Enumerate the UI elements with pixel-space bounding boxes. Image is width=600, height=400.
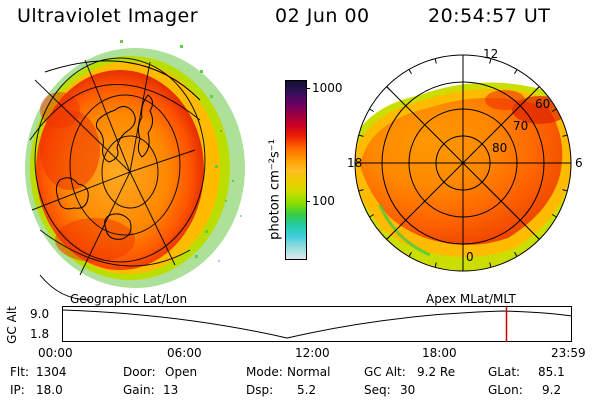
- gain-key: Gain:: [123, 383, 155, 397]
- gain-value: 13: [163, 383, 179, 397]
- mlt-18-label: 18: [347, 156, 363, 170]
- glat-value: 85.1: [538, 365, 565, 379]
- altitude-ylabel: GC Alt: [5, 306, 19, 344]
- door-key: Door:: [123, 365, 156, 379]
- flt-key: Flt:: [10, 365, 29, 379]
- rim-tick: [408, 251, 412, 257]
- colorbar-tick-100-label: 100: [312, 194, 335, 208]
- rim-tick: [408, 69, 412, 75]
- apex-label: Apex MLat/MLT: [426, 292, 516, 306]
- colorbar-tick-1000: [306, 88, 310, 89]
- lat-60-label: 60: [535, 97, 551, 111]
- rim-tick: [514, 69, 518, 75]
- date-label: 02 Jun 00: [275, 5, 370, 27]
- rim-tick: [551, 214, 557, 218]
- colorbar-unit-label: photon cm⁻²s⁻¹: [267, 139, 283, 240]
- rim-tick: [386, 86, 391, 91]
- flt-value: 1304: [36, 365, 67, 379]
- geographic-label: Geographic Lat/Lon: [70, 292, 188, 306]
- apex-polar-image: [354, 54, 572, 272]
- altitude-plot: [62, 306, 572, 342]
- rim-tick: [369, 108, 375, 112]
- door-value: Open: [165, 365, 198, 379]
- gcalt-value: 9.2 Re: [417, 365, 456, 379]
- alt-tick-1-8: 1.8: [30, 327, 50, 341]
- rim-tick: [535, 235, 540, 240]
- mlt-6-label: 6: [575, 156, 583, 170]
- rim-tick: [369, 214, 375, 218]
- dsp-key: Dsp:: [246, 383, 274, 397]
- rim-tick: [489, 262, 492, 268]
- mode-value: Normal: [287, 365, 331, 379]
- time-label: 20:54:57 UT: [428, 5, 551, 27]
- ip-key: IP:: [10, 383, 25, 397]
- colorbar-tick-100: [306, 201, 310, 202]
- instrument-title: Ultraviolet Imager: [17, 5, 199, 27]
- alt-tick-9: 9.0: [30, 307, 50, 321]
- rim-tick: [562, 189, 568, 192]
- rim-tick: [562, 134, 568, 137]
- altitude-curve: [62, 306, 572, 342]
- glon-value: 9.2: [542, 383, 562, 397]
- rim-tick: [551, 108, 557, 112]
- mlt-12-label: 12: [483, 47, 499, 61]
- seq-value: 30: [400, 383, 416, 397]
- colorbar: [285, 80, 307, 260]
- mode-key: Mode:: [246, 365, 283, 379]
- x-tick-1200: 12:00: [295, 346, 330, 360]
- ip-value: 18.0: [36, 383, 63, 397]
- rim-tick: [514, 251, 518, 257]
- colorbar-gradient: [286, 81, 306, 259]
- mlt-0-label: 0: [466, 250, 474, 264]
- x-tick-2359: 23:59: [551, 346, 586, 360]
- glat-key: GLat:: [488, 365, 521, 379]
- rim-tick: [489, 58, 492, 64]
- dsp-value: 5.2: [297, 383, 317, 397]
- lat-80-label: 80: [492, 141, 508, 155]
- rim-tick: [358, 189, 364, 192]
- colorbar-tick-1000-label: 1000: [312, 81, 343, 95]
- x-tick-0000: 00:00: [38, 346, 73, 360]
- seq-key: Seq:: [364, 383, 391, 397]
- rim-tick: [535, 86, 540, 91]
- gcalt-key: GC Alt:: [364, 365, 406, 379]
- glon-key: GLon:: [488, 383, 523, 397]
- rim-tick: [434, 58, 437, 64]
- rim-tick: [358, 134, 364, 137]
- rim-tick: [434, 262, 437, 268]
- lat-70-label: 70: [513, 119, 529, 133]
- x-tick-1800: 18:00: [422, 346, 457, 360]
- rim-tick: [386, 235, 391, 240]
- x-tick-0600: 06:00: [167, 346, 202, 360]
- geographic-image: [25, 40, 245, 301]
